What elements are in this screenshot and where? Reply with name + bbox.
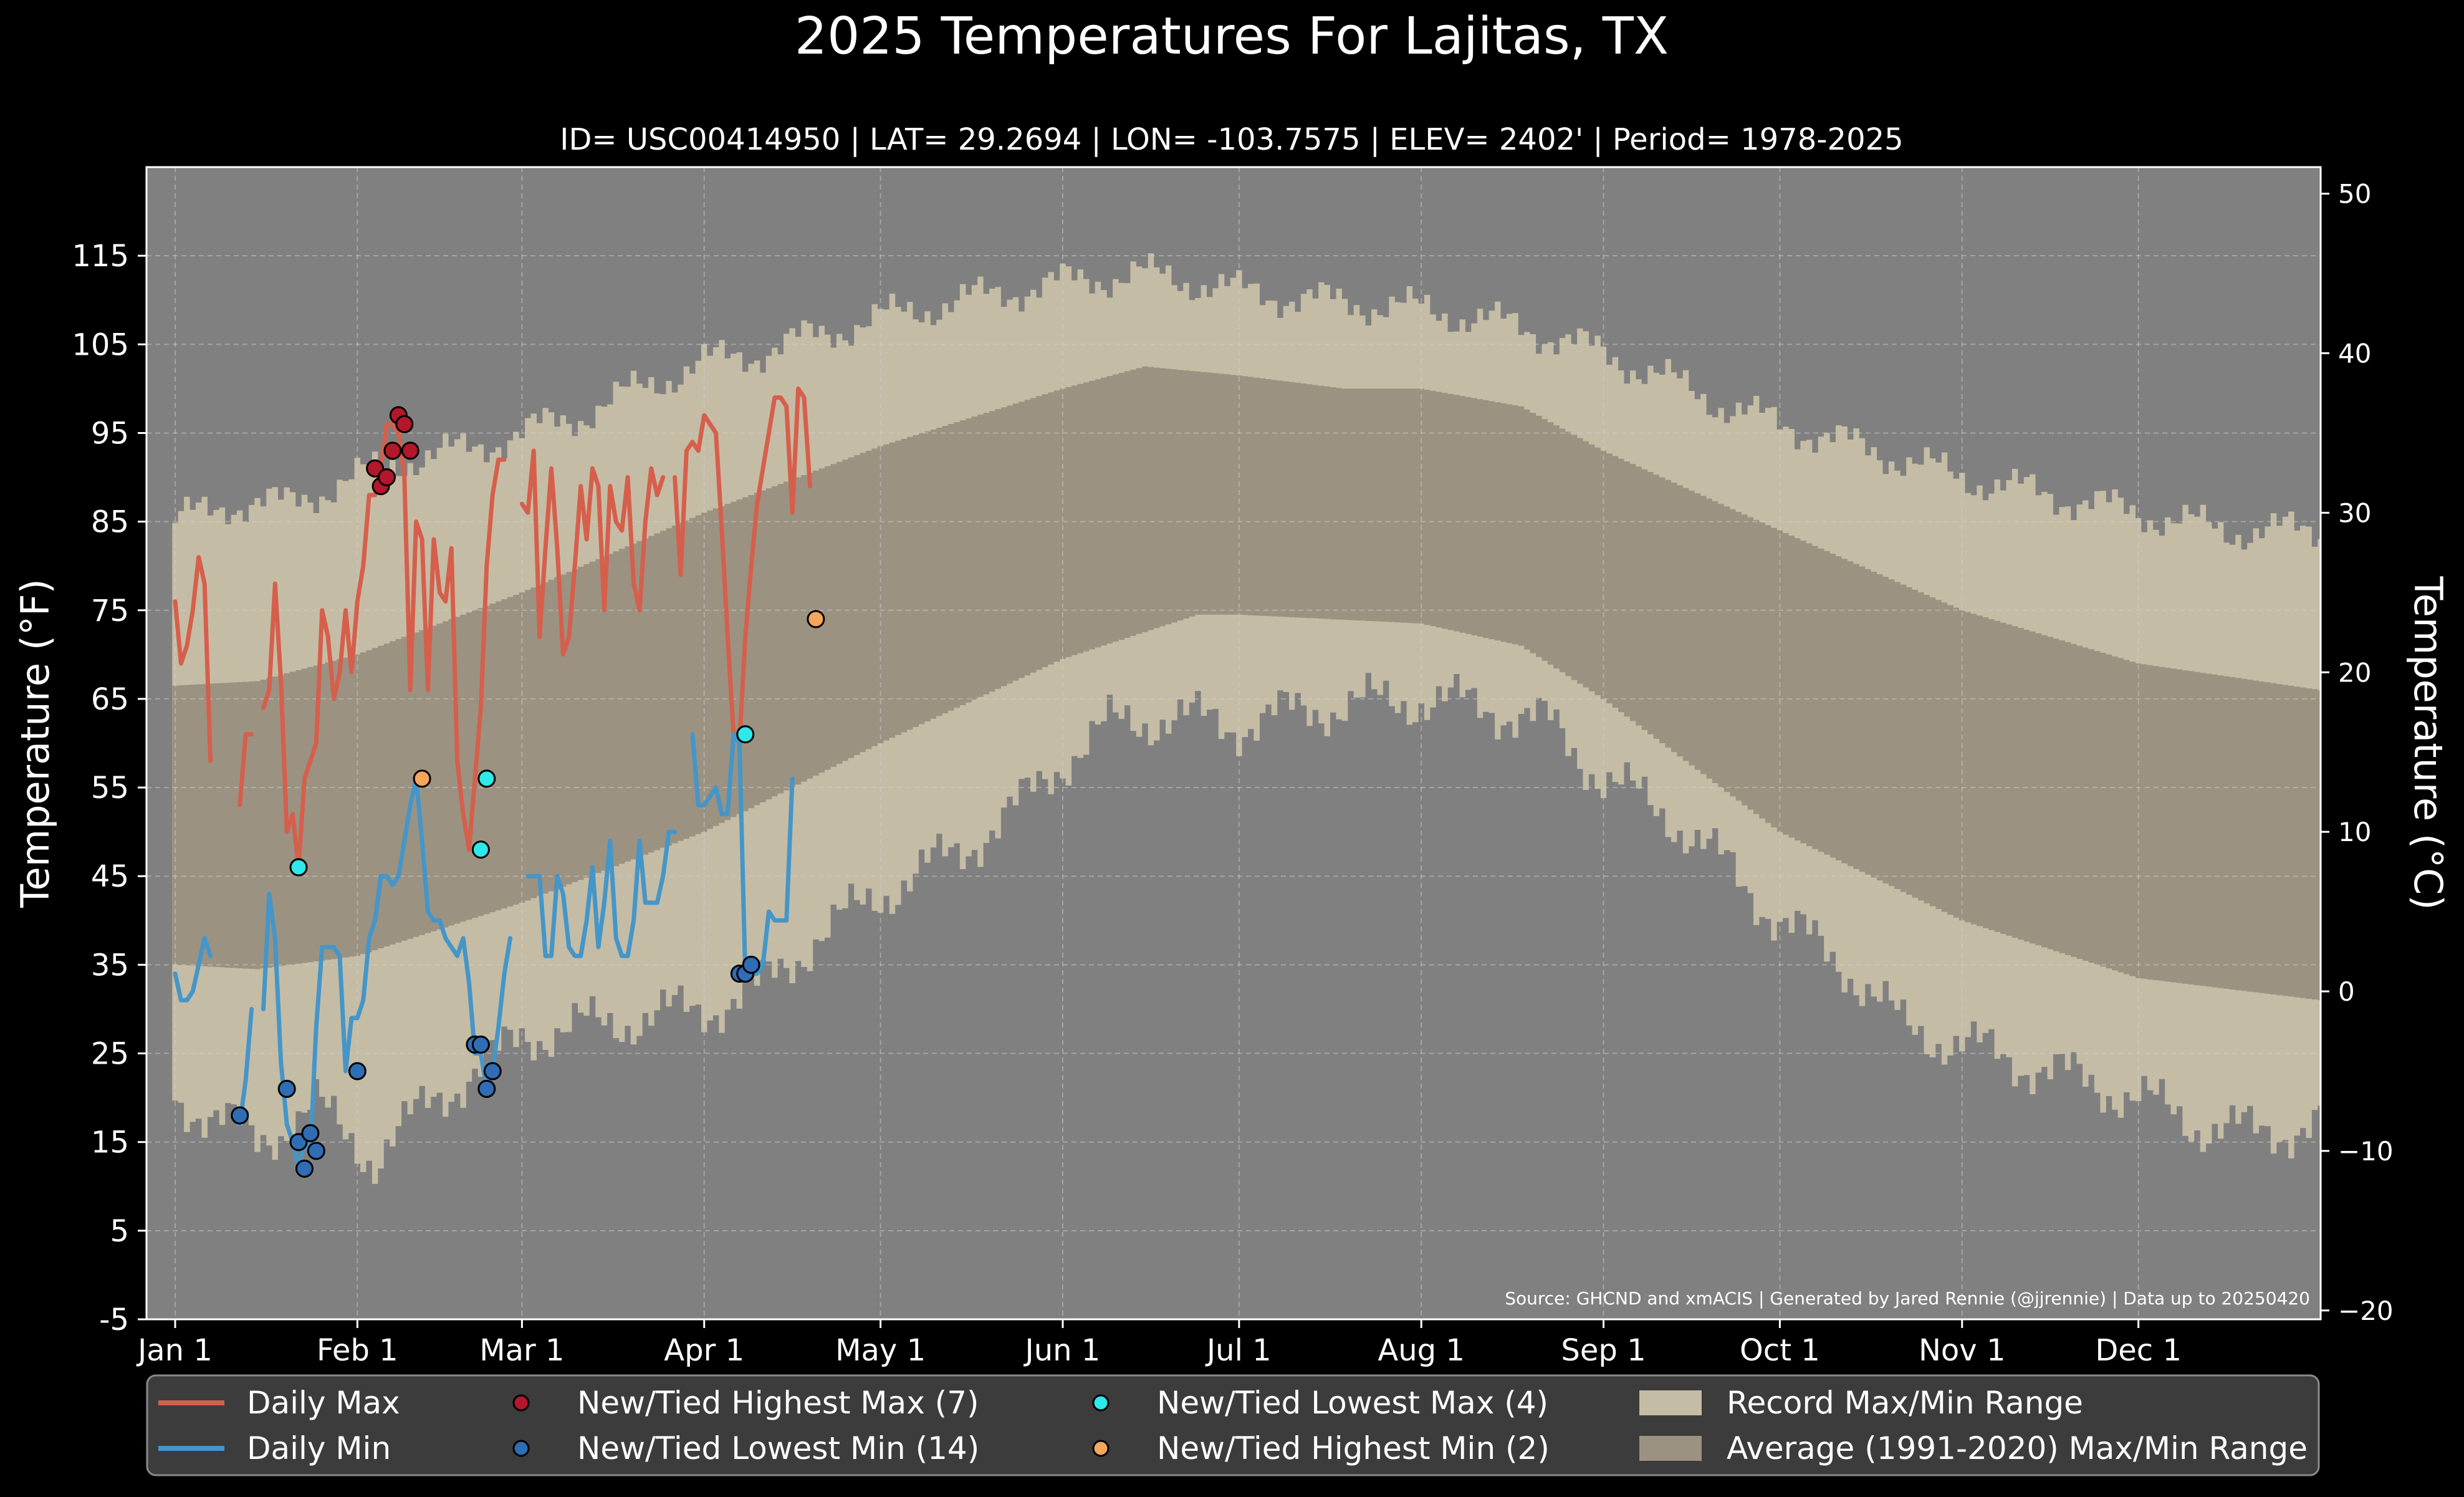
y-tick-label-right: 20 (2338, 657, 2371, 688)
lowest-min-marker (742, 955, 760, 974)
legend-dot-swatch (1092, 1440, 1110, 1457)
highest-min-marker (413, 769, 431, 788)
lowest-max-marker (477, 769, 496, 788)
y-tick-label-left: 65 (91, 682, 129, 717)
x-tick-label: Nov 1 (1919, 1333, 2005, 1368)
lowest-min-marker (277, 1079, 296, 1098)
legend-dot-swatch (512, 1394, 530, 1412)
x-tick-label: May 1 (835, 1333, 926, 1368)
chart-subtitle: ID= USC00414950 | LAT= 29.2694 | LON= -1… (560, 122, 1903, 157)
lowest-min-marker (231, 1106, 249, 1125)
x-tick-label: Mar 1 (479, 1333, 564, 1368)
x-tick-label: Apr 1 (664, 1333, 744, 1368)
x-tick-label: Dec 1 (2095, 1333, 2182, 1368)
y-tick-label-left: 105 (72, 327, 129, 362)
x-tick-label: Jan 1 (136, 1333, 213, 1368)
y-axis-label-left: Temperature (°F) (12, 579, 58, 908)
y-tick-label-left: 95 (91, 416, 129, 451)
legend-dot-swatch (512, 1440, 530, 1457)
highest-max-marker (395, 415, 414, 433)
lowest-max-marker (736, 725, 755, 744)
y-tick-label-right: 50 (2338, 179, 2371, 209)
legend-label: New/Tied Highest Min (2) (1157, 1430, 1550, 1466)
x-tick-label: Feb 1 (317, 1333, 398, 1368)
y-tick-label-right: 10 (2338, 817, 2371, 847)
highest-max-marker (401, 441, 419, 460)
x-tick-label: Jun 1 (1023, 1333, 1101, 1368)
daily-max-line (173, 386, 812, 870)
highest-max-marker (383, 441, 402, 460)
normal-range-band (172, 366, 2321, 1001)
legend-label: New/Tied Highest Max (7) (577, 1385, 979, 1421)
lowest-max-marker (471, 840, 490, 859)
y-tick-label-right: −20 (2338, 1296, 2394, 1326)
daily-min-line (173, 732, 795, 1171)
record-range-band (172, 253, 2321, 1184)
y-tick-label-left: 45 (91, 859, 129, 894)
legend-label: New/Tied Lowest Max (4) (1157, 1385, 1548, 1421)
lowest-min-marker (289, 1133, 308, 1152)
legend-box (146, 1374, 2320, 1476)
legend-label: Daily Min (247, 1430, 391, 1466)
legend-label: New/Tied Lowest Min (14) (577, 1430, 979, 1466)
highest-max-marker (377, 468, 396, 487)
plot-frame (145, 166, 2322, 1321)
legend-patch-swatch (1639, 1390, 1702, 1415)
y-tick-label-right: 0 (2338, 976, 2355, 1007)
lowest-min-marker (483, 1062, 502, 1081)
y-tick-label-left: 85 (91, 505, 129, 540)
lowest-min-marker (471, 1035, 490, 1054)
x-tick-label: Sep 1 (1561, 1333, 1646, 1368)
highest-max-marker (366, 459, 385, 478)
y-tick-label-left: -5 (99, 1302, 129, 1337)
legend-patch-swatch (1639, 1436, 1702, 1461)
x-tick-label: Aug 1 (1378, 1333, 1465, 1368)
lowest-min-marker (348, 1062, 367, 1081)
chart-title: 2025 Temperatures For Lajitas, TX (795, 7, 1669, 66)
legend-label: Record Max/Min Range (1727, 1385, 2083, 1421)
grid-lines (146, 167, 2321, 1320)
legend-dot-swatch (1092, 1394, 1110, 1412)
x-tick-label: Oct 1 (1740, 1333, 1820, 1368)
y-tick-label-left: 15 (91, 1125, 129, 1160)
y-tick-label-right: −10 (2338, 1136, 2394, 1167)
y-tick-label-right: 30 (2338, 498, 2371, 528)
lowest-min-marker (477, 1079, 496, 1098)
lowest-max-marker (289, 858, 308, 877)
y-tick-label-left: 75 (91, 594, 129, 628)
y-tick-label-left: 25 (91, 1037, 129, 1072)
y-tick-label-left: 5 (110, 1214, 129, 1249)
legend-label: Average (1991-2020) Max/Min Range (1727, 1430, 2308, 1466)
highest-min-marker (807, 610, 825, 628)
y-tick-label-left: 55 (91, 771, 129, 806)
lowest-min-marker (295, 1159, 314, 1178)
y-tick-label-left: 115 (72, 239, 129, 274)
source-note: Source: GHCND and xmACIS | Generated by … (1505, 1288, 2310, 1309)
lowest-min-marker (307, 1142, 325, 1160)
y-tick-label-left: 35 (91, 948, 129, 983)
y-tick-label-right: 40 (2338, 339, 2371, 369)
legend: Daily Max Daily Min New/Tied Highest Max (… (146, 1374, 2320, 1476)
legend-label: Daily Max (247, 1385, 400, 1421)
lowest-min-marker (301, 1124, 320, 1142)
x-tick-label: Jul 1 (1205, 1333, 1272, 1368)
y-axis-label-right: Temperature (°C) (2405, 575, 2451, 910)
